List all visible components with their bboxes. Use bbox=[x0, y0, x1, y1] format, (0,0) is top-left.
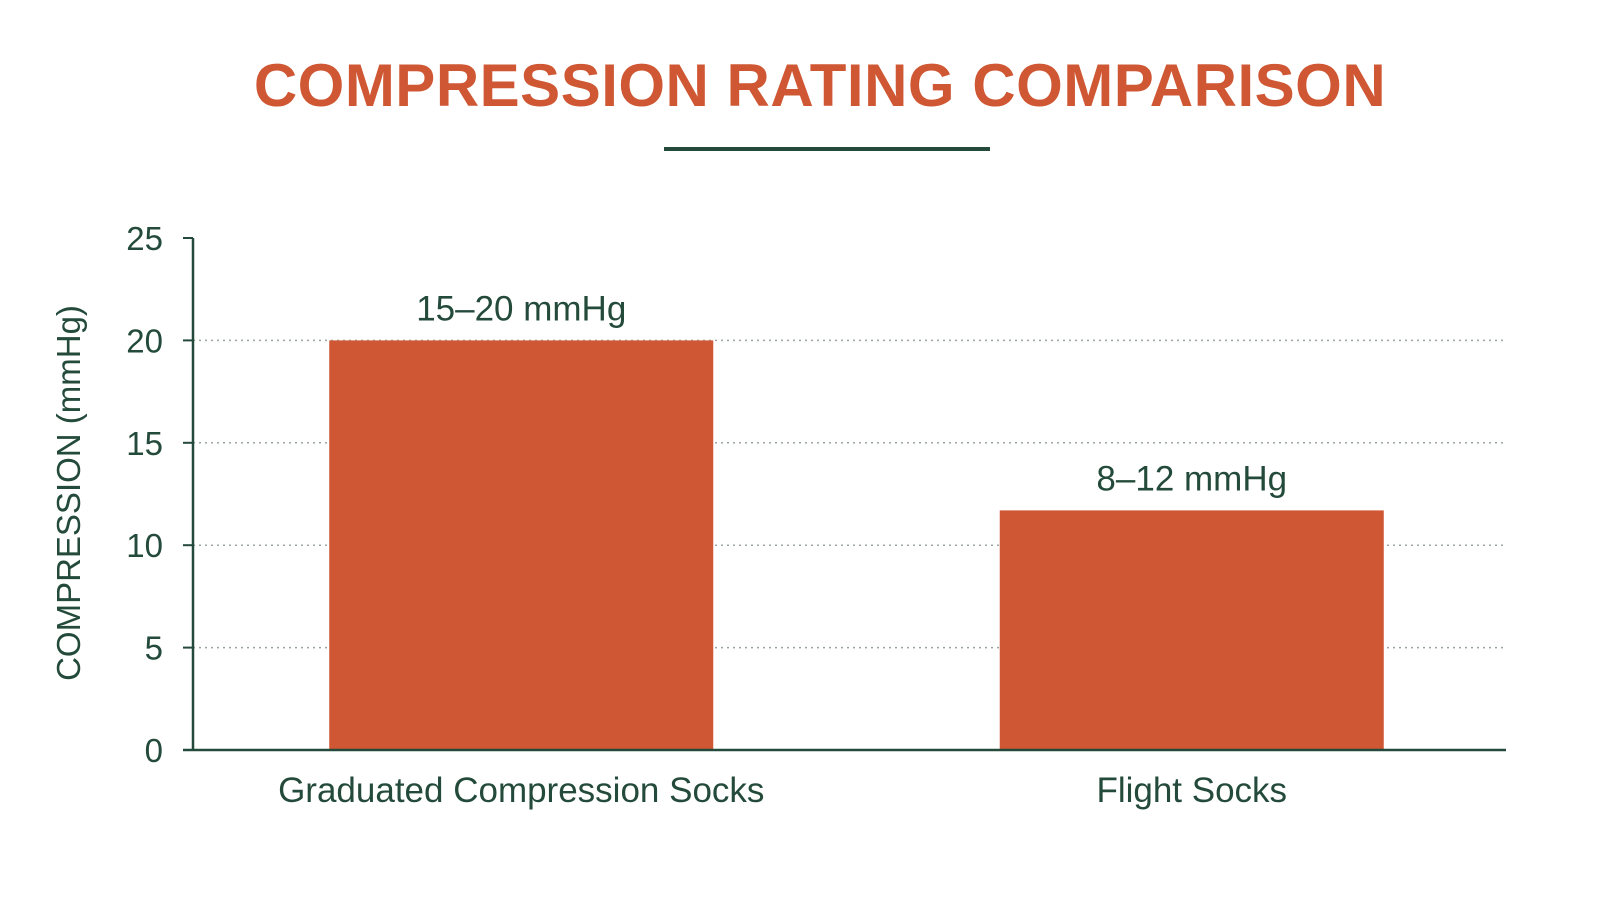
y-tick-label: 5 bbox=[145, 630, 163, 667]
data-labels: 15–20 mmHg 8–12 mmHg bbox=[416, 289, 1287, 498]
data-label: 8–12 mmHg bbox=[1096, 459, 1287, 498]
category-label: Graduated Compression Socks bbox=[278, 771, 764, 810]
axes bbox=[183, 237, 1506, 752]
y-tick-label: 15 bbox=[126, 425, 163, 462]
category-label: Flight Socks bbox=[1096, 771, 1287, 810]
bar bbox=[999, 510, 1384, 750]
y-axis-title: COMPRESSION (mmHg) bbox=[50, 305, 87, 681]
y-tick-label: 0 bbox=[145, 732, 163, 769]
bars bbox=[329, 340, 1384, 750]
category-labels: Graduated Compression Socks Flight Socks bbox=[278, 771, 1287, 810]
chart-title: COMPRESSION RATING COMPARISON bbox=[254, 52, 1386, 119]
y-tick-label: 20 bbox=[126, 322, 163, 359]
bar bbox=[329, 340, 714, 750]
y-tick-label: 25 bbox=[126, 220, 163, 257]
y-tick-labels: 0 5 10 15 20 25 bbox=[126, 220, 163, 769]
data-label: 15–20 mmHg bbox=[416, 289, 626, 328]
y-tick-label: 10 bbox=[126, 527, 163, 564]
